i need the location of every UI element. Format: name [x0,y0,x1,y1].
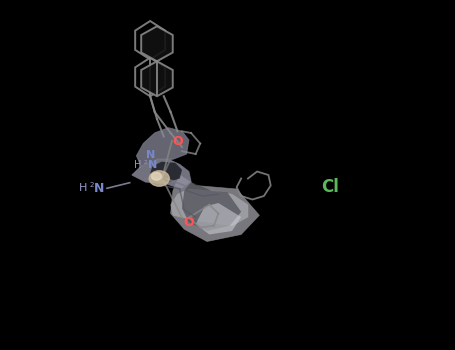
Circle shape [152,173,162,180]
Polygon shape [141,61,173,96]
Polygon shape [196,203,241,235]
Text: 2: 2 [90,182,94,188]
Polygon shape [171,189,248,226]
Polygon shape [141,26,173,61]
Text: Cl: Cl [321,178,339,196]
Text: N: N [146,150,155,160]
Text: O: O [172,135,183,148]
Polygon shape [132,159,191,189]
Polygon shape [171,175,259,242]
Polygon shape [182,182,241,231]
Polygon shape [136,128,189,166]
Polygon shape [135,58,165,96]
Text: H: H [134,160,141,169]
Polygon shape [135,21,165,60]
Polygon shape [150,162,182,182]
Text: N: N [94,182,104,195]
Text: 2: 2 [143,160,147,164]
Text: H: H [79,183,87,193]
Text: N: N [148,160,157,169]
Circle shape [149,171,169,186]
Text: O: O [183,216,194,229]
